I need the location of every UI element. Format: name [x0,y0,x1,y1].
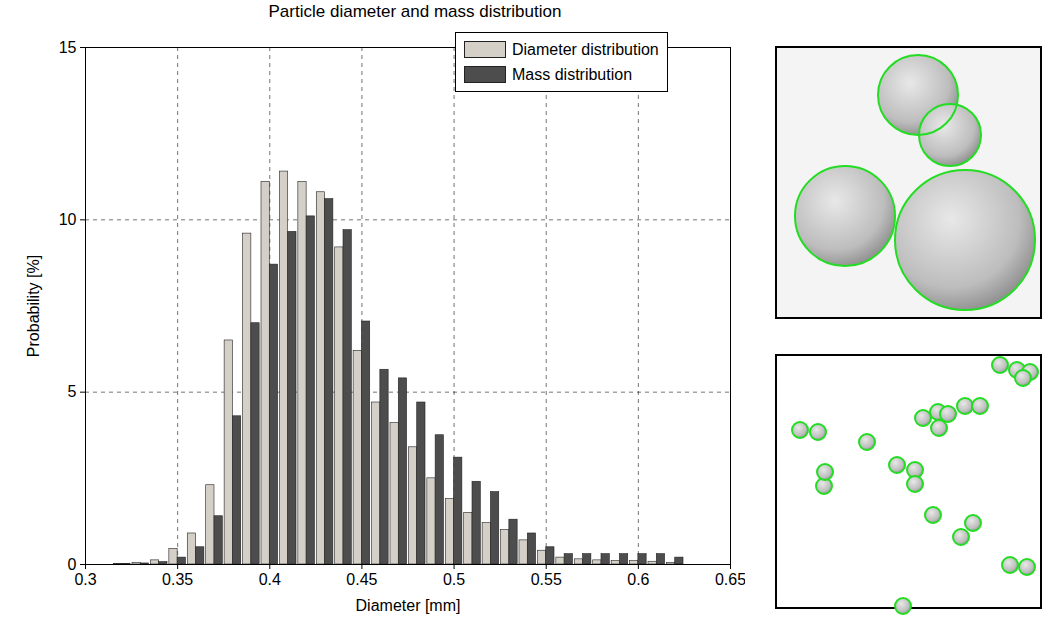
svg-text:10: 10 [59,211,77,228]
html-text:Particle diameter and mass dis: Particle diameter and mass distribution [268,2,562,21]
svg-text:0.55: 0.55 [531,571,562,588]
svg-text:5: 5 [68,383,77,400]
svg-text:15: 15 [59,39,77,56]
svg-text:0: 0 [67,555,77,573]
svg-text:0.5: 0.5 [443,571,465,588]
svg-text:0.4: 0.4 [259,571,281,588]
svg-text:0.65: 0.65 [715,571,745,588]
html-text:Mass distribution: Mass distribution [512,65,632,83]
svg-text:0.45: 0.45 [346,571,377,588]
svg-text:Probability [%]: Probability [%] [25,255,42,357]
svg-text:0.35: 0.35 [162,571,193,588]
svg-text:0.3: 0.3 [74,571,96,588]
svg-text:0.6: 0.6 [627,571,649,588]
html-text:Diameter distribution: Diameter distribution [512,40,659,58]
svg-text:Diameter [mm]: Diameter [mm] [356,597,461,614]
